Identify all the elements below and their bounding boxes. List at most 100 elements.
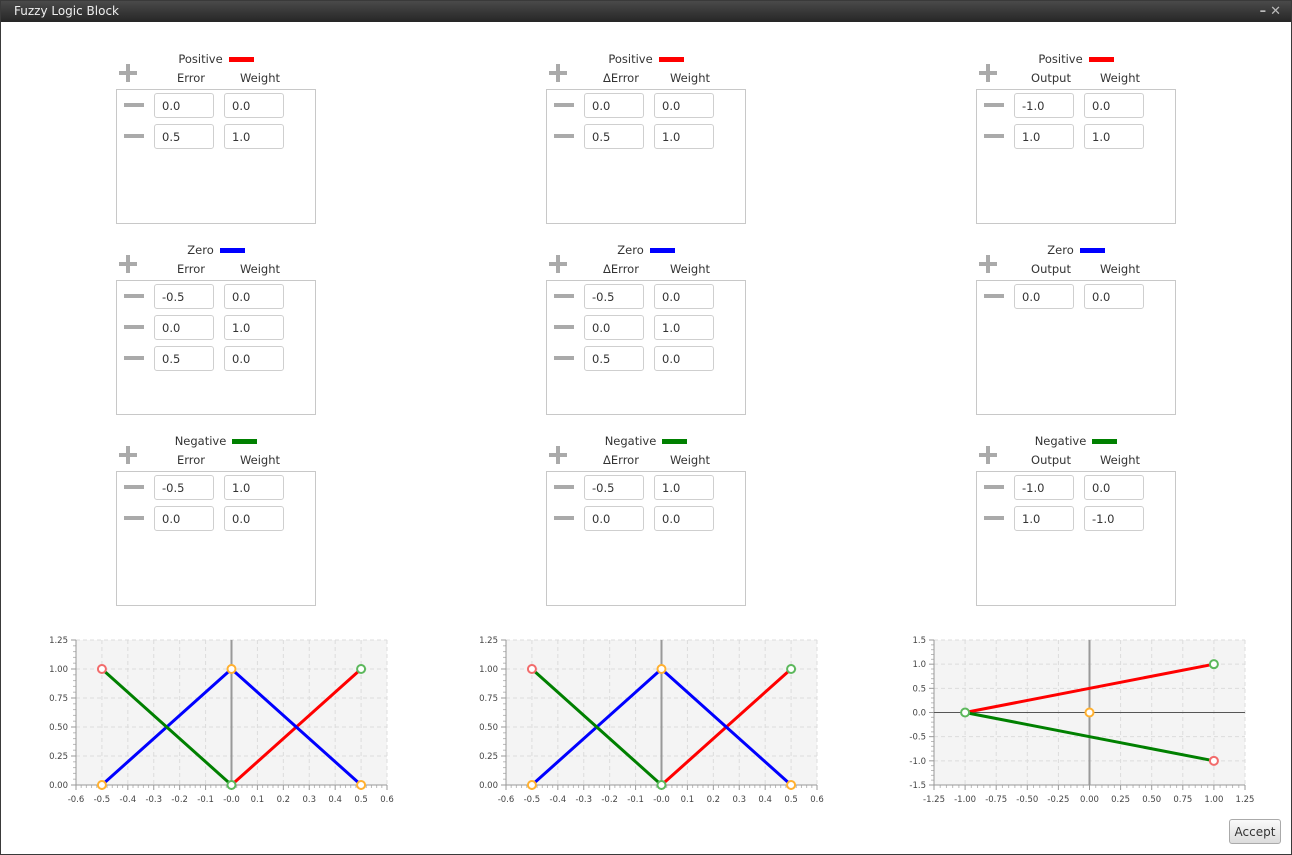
value-input[interactable]: [1014, 124, 1074, 149]
weight-input[interactable]: [224, 475, 284, 500]
remove-row-icon[interactable]: [554, 103, 574, 107]
list-item: [547, 475, 745, 500]
value-input[interactable]: [584, 346, 644, 371]
data-point-marker: [356, 664, 367, 674]
remove-row-icon[interactable]: [984, 103, 1004, 107]
add-row-icon[interactable]: [119, 64, 137, 82]
points-list: [116, 89, 316, 224]
weight-input[interactable]: [224, 284, 284, 309]
set-title: Positive: [976, 52, 1176, 66]
y-tick-label: 0.75: [479, 694, 498, 704]
value-input[interactable]: [154, 475, 214, 500]
value-input[interactable]: [584, 124, 644, 149]
data-point-marker: [656, 664, 667, 674]
value-input[interactable]: [584, 506, 644, 531]
add-row-icon[interactable]: [979, 64, 997, 82]
weight-input[interactable]: [1084, 506, 1144, 531]
set-color-swatch: [1092, 439, 1118, 444]
remove-row-icon[interactable]: [984, 485, 1004, 489]
add-row-icon[interactable]: [549, 64, 567, 82]
x-tick-label: -0.0: [223, 795, 240, 805]
add-row-icon[interactable]: [119, 446, 137, 464]
value-input[interactable]: [154, 284, 214, 309]
value-input[interactable]: [154, 93, 214, 118]
weight-input[interactable]: [654, 346, 714, 371]
list-item: [547, 346, 745, 371]
column-header-variable: Output: [1031, 262, 1071, 276]
weight-input[interactable]: [654, 124, 714, 149]
value-input[interactable]: [1014, 284, 1074, 309]
remove-row-icon[interactable]: [124, 103, 144, 107]
remove-row-icon[interactable]: [984, 294, 1004, 298]
x-tick-label: 0.00: [1080, 795, 1099, 805]
accept-button[interactable]: Accept: [1229, 819, 1281, 844]
value-input[interactable]: [154, 315, 214, 340]
remove-row-icon[interactable]: [554, 325, 574, 329]
add-row-icon[interactable]: [979, 446, 997, 464]
value-input[interactable]: [584, 315, 644, 340]
y-tick-label: 0.25: [479, 752, 498, 762]
value-input[interactable]: [584, 475, 644, 500]
x-tick-label: 0.1: [251, 795, 265, 805]
y-tick-label: 1.00: [479, 665, 498, 675]
remove-row-icon[interactable]: [554, 356, 574, 360]
weight-input[interactable]: [224, 93, 284, 118]
column-header-weight: Weight: [1099, 71, 1141, 85]
y-tick-label: 0.50: [49, 723, 68, 733]
list-item: [547, 506, 745, 531]
minimize-icon[interactable]: –: [1259, 4, 1271, 19]
weight-input[interactable]: [1084, 93, 1144, 118]
remove-row-icon[interactable]: [124, 134, 144, 138]
x-tick-label: 0.5: [784, 795, 798, 805]
column-header-variable: Error: [176, 262, 206, 276]
value-input[interactable]: [154, 124, 214, 149]
close-icon[interactable]: ✕: [1270, 4, 1285, 19]
data-point-marker: [656, 780, 667, 790]
add-row-icon[interactable]: [979, 255, 997, 273]
x-tick-label: 0.25: [1111, 795, 1130, 805]
y-tick-label: -0.5: [909, 733, 926, 743]
remove-row-icon[interactable]: [554, 485, 574, 489]
remove-row-icon[interactable]: [124, 485, 144, 489]
remove-row-icon[interactable]: [554, 294, 574, 298]
remove-row-icon[interactable]: [124, 516, 144, 520]
points-list: [116, 471, 316, 606]
y-tick-label: 1.25: [479, 636, 498, 646]
weight-input[interactable]: [1084, 475, 1144, 500]
add-row-icon[interactable]: [119, 255, 137, 273]
value-input[interactable]: [584, 284, 644, 309]
weight-input[interactable]: [224, 506, 284, 531]
weight-input[interactable]: [654, 93, 714, 118]
y-tick-label: -1.5: [909, 781, 926, 791]
add-row-icon[interactable]: [549, 446, 567, 464]
weight-input[interactable]: [224, 346, 284, 371]
remove-row-icon[interactable]: [124, 356, 144, 360]
column-header-weight: Weight: [1099, 453, 1141, 467]
weight-input[interactable]: [224, 124, 284, 149]
value-input[interactable]: [584, 93, 644, 118]
list-item: [977, 284, 1175, 309]
add-row-icon[interactable]: [549, 255, 567, 273]
weight-input[interactable]: [654, 284, 714, 309]
weight-input[interactable]: [654, 315, 714, 340]
value-input[interactable]: [154, 346, 214, 371]
weight-input[interactable]: [1084, 284, 1144, 309]
column-header-variable: Output: [1031, 71, 1071, 85]
set-name: Positive: [178, 52, 223, 66]
remove-row-icon[interactable]: [554, 516, 574, 520]
weight-input[interactable]: [224, 315, 284, 340]
value-input[interactable]: [154, 506, 214, 531]
remove-row-icon[interactable]: [984, 516, 1004, 520]
remove-row-icon[interactable]: [554, 134, 574, 138]
weight-input[interactable]: [654, 475, 714, 500]
set-title: Negative: [546, 434, 746, 448]
value-input[interactable]: [1014, 93, 1074, 118]
weight-input[interactable]: [654, 506, 714, 531]
weight-input[interactable]: [1084, 124, 1144, 149]
set-name: Negative: [1034, 434, 1087, 448]
remove-row-icon[interactable]: [124, 325, 144, 329]
remove-row-icon[interactable]: [124, 294, 144, 298]
value-input[interactable]: [1014, 475, 1074, 500]
remove-row-icon[interactable]: [984, 134, 1004, 138]
value-input[interactable]: [1014, 506, 1074, 531]
